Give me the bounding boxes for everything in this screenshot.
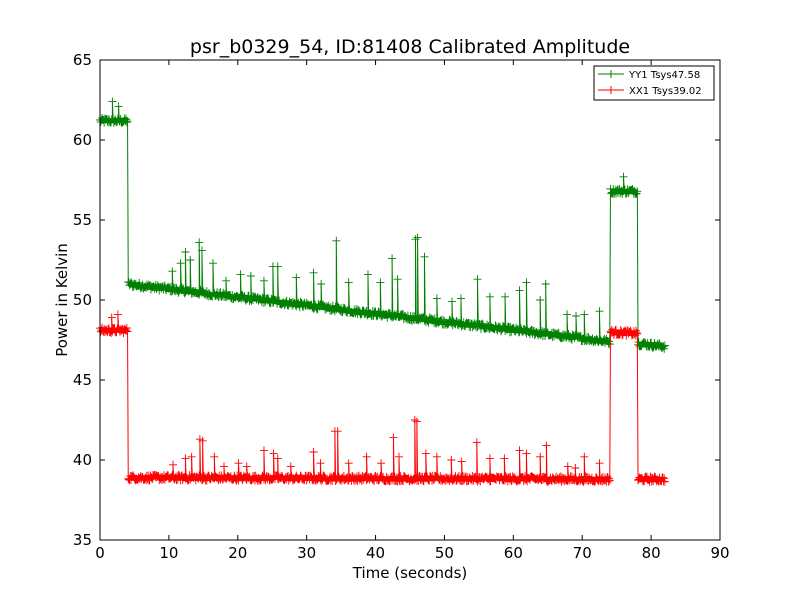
y-tick-label: 40 (73, 451, 92, 469)
chart-title: psr_b0329_54, ID:81408 Calibrated Amplit… (190, 36, 630, 58)
y-axis-label: Power in Kelvin (53, 243, 71, 357)
x-tick-label: 0 (95, 544, 105, 562)
legend-label-xx1: XX1 Tsys39.02 (629, 86, 702, 97)
series-xx1 (96, 310, 669, 486)
legend-marker-yy1 (607, 70, 615, 78)
x-tick-label: 50 (435, 544, 454, 562)
legend-box (593, 65, 715, 101)
x-tick-label: 90 (710, 544, 729, 562)
x-axis-label: Time (seconds) (352, 564, 468, 582)
y-tick-label: 45 (73, 371, 92, 389)
x-tick-label: 30 (297, 544, 316, 562)
x-tick-label: 40 (366, 544, 385, 562)
legend-marker-xx1 (607, 86, 615, 94)
x-tick-label: 20 (228, 544, 247, 562)
y-tick-label: 35 (73, 531, 92, 549)
y-tick-label: 50 (73, 291, 92, 309)
y-tick-label: 65 (73, 51, 92, 69)
y-tick-label: 60 (73, 131, 92, 149)
x-tick-label: 80 (642, 544, 661, 562)
legend: YY1 Tsys47.58 XX1 Tsys39.02 (593, 65, 715, 101)
x-tick-label: 10 (159, 544, 178, 562)
axes-layer: 0 10 20 30 40 50 60 70 80 90 35 40 45 50 55 60 65 (73, 51, 730, 562)
series-layer (96, 97, 669, 486)
x-tick-label: 70 (573, 544, 592, 562)
legend-label-yy1: YY1 Tsys47.58 (628, 70, 700, 81)
y-tick-label: 55 (73, 211, 92, 229)
x-tick-label: 60 (504, 544, 523, 562)
